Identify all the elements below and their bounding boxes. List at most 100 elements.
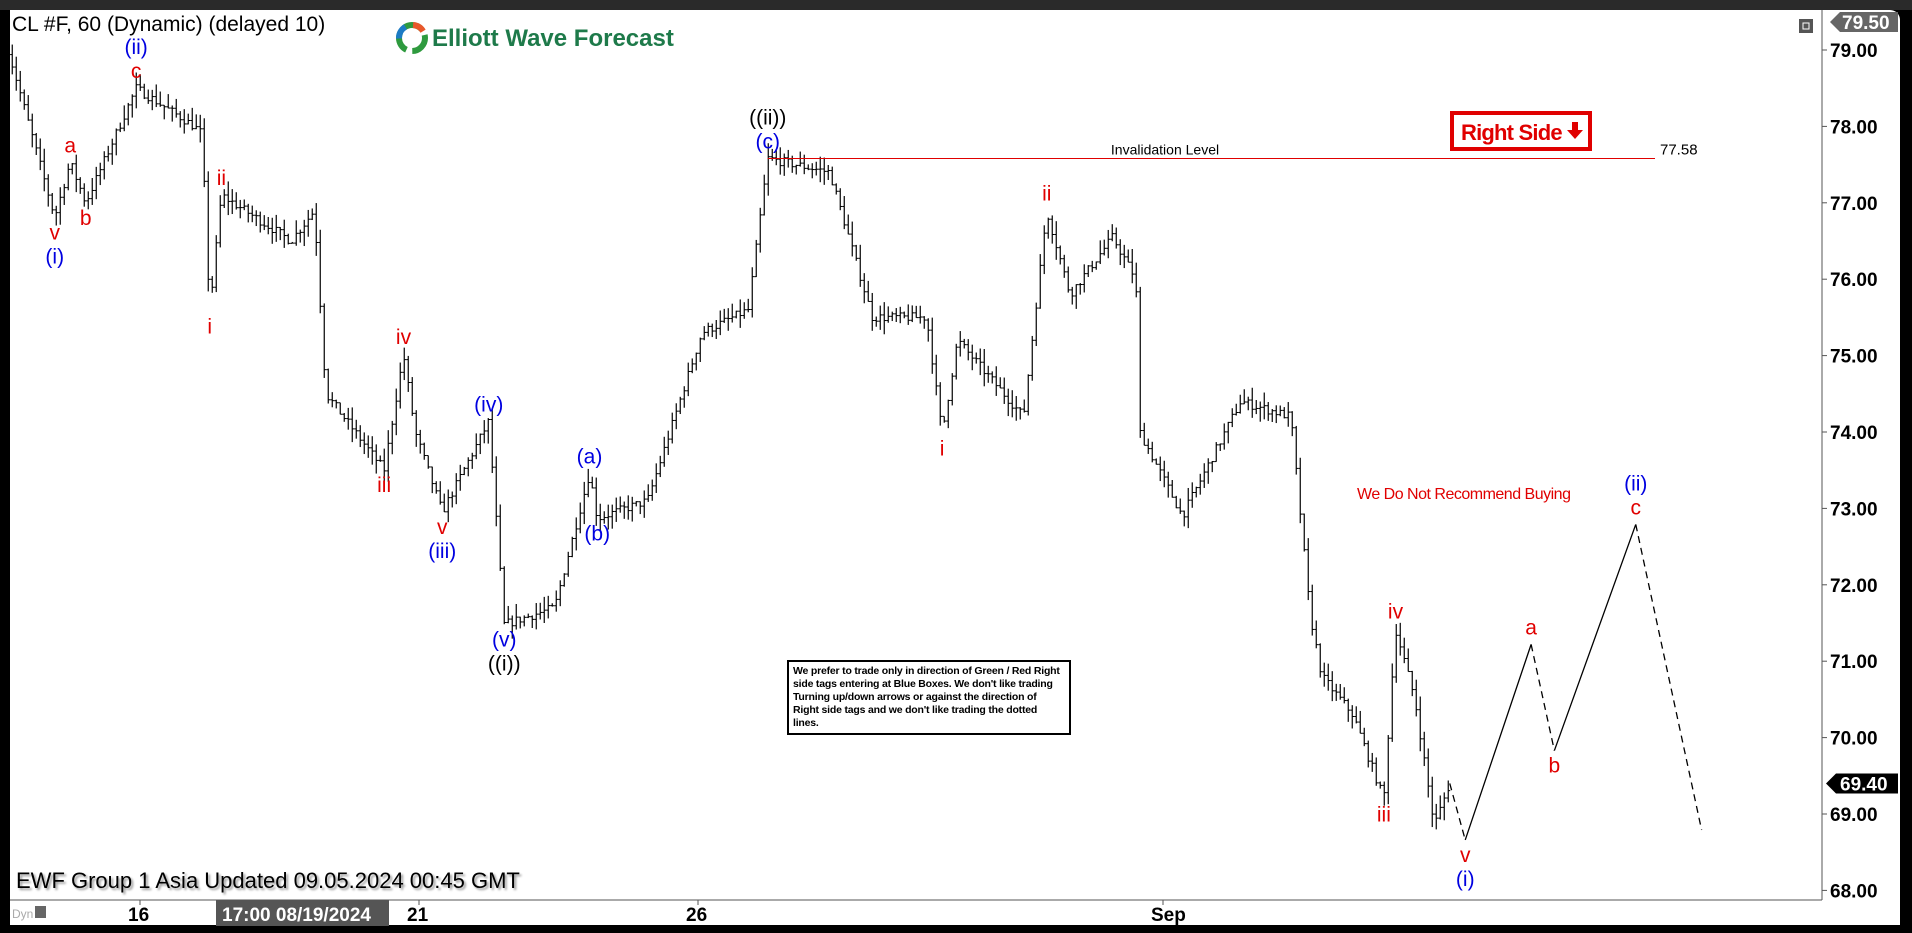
price-bar	[1082, 264, 1087, 293]
price-bar	[866, 280, 871, 302]
price-bar	[658, 455, 663, 478]
price-bar	[1250, 387, 1255, 418]
price-bar	[1266, 402, 1271, 421]
price-bar	[1186, 487, 1191, 529]
price-bar	[474, 433, 479, 460]
price-bar	[58, 187, 63, 225]
price-bar	[1114, 227, 1119, 249]
price-bar	[898, 306, 903, 324]
price-bar	[390, 420, 395, 455]
invalidation-value: 77.58	[1660, 141, 1698, 158]
wave-label: (ii)	[1624, 472, 1647, 495]
price-axis[interactable]: 79.00 78.00 77.00 76.00 75.00 74.00 73.00 72.00…	[1822, 41, 1878, 902]
price-bar	[334, 399, 339, 409]
price-bar	[826, 164, 831, 181]
lock-scale-icon[interactable]	[35, 906, 46, 918]
price-tick-label: 74.00	[1830, 423, 1878, 444]
price-bar	[34, 132, 39, 155]
price-bar	[698, 337, 703, 362]
price-bar	[1262, 392, 1267, 420]
wave-label: ii	[1042, 182, 1051, 205]
price-bar	[118, 122, 123, 133]
price-bar	[182, 109, 187, 134]
price-bar	[194, 114, 199, 130]
price-bar	[198, 114, 203, 143]
price-bar	[478, 433, 483, 455]
price-bar	[490, 408, 495, 474]
wave-label: (iv)	[474, 393, 503, 416]
price-bar	[522, 615, 527, 627]
price-bar	[166, 94, 171, 109]
restore-window-icon[interactable]	[1799, 19, 1813, 33]
price-bar	[502, 566, 507, 625]
price-bar	[914, 305, 919, 319]
price-bar	[562, 573, 567, 587]
price-bar	[802, 154, 807, 175]
price-bar	[14, 56, 19, 91]
price-bar	[126, 102, 131, 126]
price-bar	[1414, 679, 1419, 717]
price-bar	[506, 605, 511, 624]
right-side-tag: Right Side	[1450, 111, 1592, 151]
price-bar	[1106, 229, 1111, 259]
price-bar	[566, 551, 571, 577]
price-bar	[1086, 265, 1091, 277]
price-bar	[1062, 254, 1067, 278]
price-bar	[110, 138, 115, 165]
wave-label: v	[50, 221, 61, 244]
price-bar	[142, 83, 147, 100]
logo-text: Elliott Wave Forecast	[432, 25, 674, 52]
price-bar	[602, 511, 607, 524]
price-bar	[670, 412, 675, 444]
wave-label: ((i))	[488, 653, 521, 676]
price-bar	[1222, 423, 1227, 450]
cursor-time: 17:00 08/19/2024	[222, 905, 371, 926]
price-bar	[470, 452, 475, 469]
price-bar	[306, 209, 311, 237]
price-bar	[394, 388, 399, 436]
price-bar	[854, 244, 859, 261]
price-bar	[1210, 461, 1215, 473]
time-axis[interactable]: 16 21 26 Sep	[128, 900, 1186, 926]
price-bar	[778, 147, 783, 175]
price-bar	[1078, 283, 1083, 295]
price-bar	[554, 590, 559, 612]
price-bar	[74, 154, 79, 193]
price-bar	[330, 392, 335, 408]
price-bar	[878, 305, 883, 330]
price-bar	[1194, 486, 1199, 498]
price-bar	[622, 501, 627, 519]
price-bar	[1134, 262, 1139, 298]
price-bar	[730, 303, 735, 323]
price-bar	[654, 463, 659, 493]
price-bar	[990, 371, 995, 384]
price-bar	[274, 214, 279, 242]
price-bar	[1326, 663, 1331, 691]
price-bar	[178, 111, 183, 128]
price-bar	[938, 382, 943, 426]
price-bar	[1198, 473, 1203, 495]
wave-label: ((ii))	[749, 106, 786, 129]
price-bar	[30, 113, 35, 148]
price-bar	[1274, 405, 1279, 424]
price-bar	[1094, 261, 1099, 270]
price-bar	[66, 163, 71, 191]
price-bar	[1290, 411, 1295, 437]
price-bar	[382, 448, 387, 481]
price-bar	[498, 504, 503, 571]
price-bar	[130, 94, 135, 118]
price-bar	[318, 229, 323, 314]
ohlc-bars	[6, 37, 1451, 830]
price-bar	[434, 481, 439, 494]
price-bar	[734, 310, 739, 319]
price-bar	[102, 151, 107, 180]
price-bar	[298, 229, 303, 243]
price-bar	[214, 235, 219, 293]
price-bar	[758, 207, 763, 253]
cursor-time-box	[216, 900, 389, 926]
price-bar	[294, 220, 299, 246]
price-bar	[366, 435, 371, 458]
price-bar	[1126, 249, 1131, 263]
price-bar	[530, 615, 535, 629]
